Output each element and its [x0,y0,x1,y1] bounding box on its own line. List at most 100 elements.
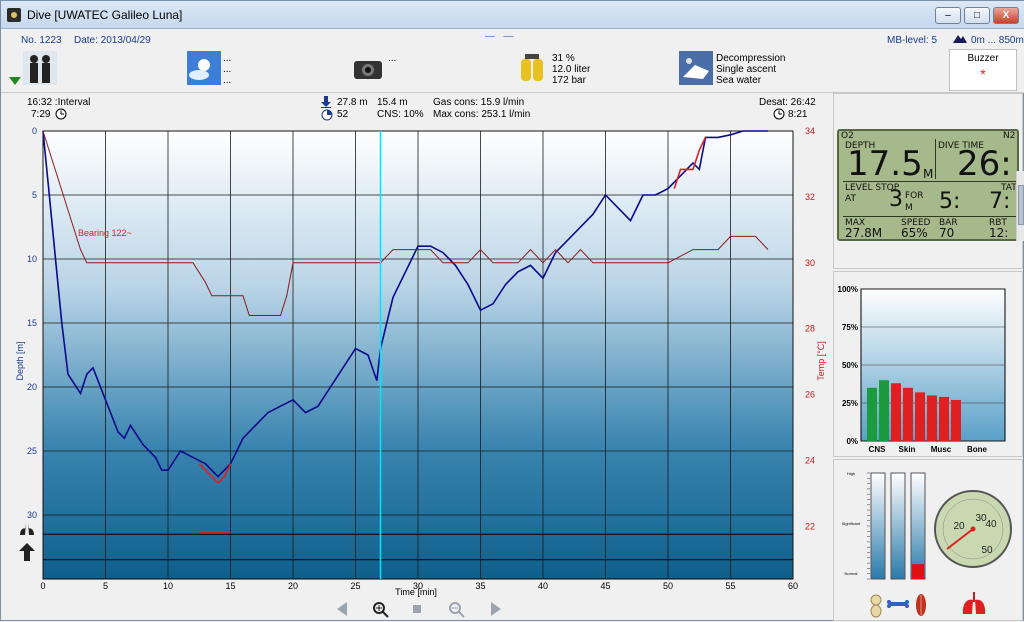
mb-level: MB-level: 5 [887,35,938,46]
lcd-tat-label: TAT [1001,183,1017,193]
dive-number: No. 1223 [21,35,62,46]
lcd-speed-label: SPEED [901,218,931,228]
buzzer-label: Buzzer [967,53,999,64]
temperature-line [42,130,769,316]
weather-lines: ... ... ... [223,53,232,86]
tissue-y-tick: 75% [842,323,858,332]
next-button[interactable] [491,602,501,616]
gauge-hub [970,526,976,532]
depth-line [42,130,768,478]
x-axis-label: Time [min] [395,587,437,597]
lcd-speed-value: 65% [901,226,928,240]
zoom-out-button[interactable] [449,602,465,618]
app-icon [7,8,21,22]
x-tick-label: 45 [600,581,610,591]
y-tick-label: 25 [27,446,37,456]
warning-segment [198,463,232,485]
x-tick-label: 35 [475,581,485,591]
no-fly-time: 8:21 [788,109,808,120]
y2-tick-label: 28 [805,324,815,334]
dive-profile-chart[interactable]: 0 5 10 15 20 25 30 35 40 45 50 55 60 0 5 10 15 20 25 30 22 24… [1,121,831,622]
bone-icon [887,599,909,609]
y-tick-label: 15 [27,318,37,328]
divers-photo[interactable] [23,51,57,85]
x-tick-label: 40 [538,581,548,591]
series-layer [42,130,769,579]
lcd-for-label: FOR [905,191,924,201]
lcd-dive-time-label: DIVE TIME [938,141,984,151]
microbubble-bar [890,472,906,580]
y-tick-label: 30 [27,510,37,520]
cns-clock-icon [321,109,333,121]
lungs-red-icon [961,592,987,616]
stop-button[interactable] [413,605,421,613]
lcd-scrollbar[interactable] [1016,171,1024,241]
tissue-bar [879,380,889,441]
tissue-y-tick: 0% [846,437,858,446]
dive-type-icon[interactable] [679,51,713,85]
lcd-bar-label: BAR [939,218,958,228]
tissue-y-tick: 25% [842,399,858,408]
lungs-icon [19,521,35,537]
gauge-tick-label: 40 [985,519,997,530]
gauge-ring [942,498,1004,560]
previous-button[interactable] [337,602,347,616]
gauge-tick-label: 50 [981,545,993,556]
max-consumption: Max cons: 253.1 l/min [433,109,531,120]
tissue-category-label: CNS [869,445,887,454]
tissue-bar [867,387,877,441]
muscle-icon [915,592,927,618]
tissue-category-label: Bone [967,445,988,454]
x-tick-label: 60 [788,581,798,591]
avg-depth: 15.4 m [377,97,408,108]
deco-lines: Decompression Single ascent Sea water [716,53,786,86]
gauge-tick-label: 20 [953,521,965,532]
bearing-annotation: Bearing 122~ [78,228,132,238]
lcd-depth-value: 17.5 [847,144,923,184]
lcd-tat-value: 7: [989,189,1011,214]
x-tick-label: 10 [163,581,173,591]
y2-tick-label: 24 [805,455,815,465]
x-tick-label: 25 [350,581,360,591]
minimize-button[interactable]: – [935,7,961,24]
y2-tick-label: 22 [805,521,815,531]
y-tick-label: 5 [32,190,37,200]
lcd-scroll-thumb[interactable] [1018,185,1024,225]
depth-arrow-icon [321,96,331,108]
lcd-hline-1 [843,181,1017,182]
cns-value: 52 [337,109,349,120]
zoom-in-button[interactable] [373,602,389,618]
x-tick-label: 55 [725,581,735,591]
skin-icon [869,594,883,618]
gas-consumption: Gas cons: 15.9 l/min [433,97,525,108]
cns: CNS: 10% [377,109,424,120]
buzzer-mark: * [980,66,986,82]
weather-icon[interactable] [187,51,221,85]
ascent-icon [19,543,35,561]
y-tick-label: 0 [32,126,37,136]
lcd-depth-unit: M [923,167,934,181]
y2-tick-label: 32 [805,192,815,202]
lcd-divider-1 [935,139,936,179]
buzzer-box[interactable]: Buzzer * [949,49,1017,91]
x-tick-label: 30 [413,581,423,591]
grid [42,130,794,579]
microbubble-bar [910,472,926,580]
lcd-for-unit: M [905,203,913,213]
lcd-bar-value: 70 [939,226,955,240]
maximize-button[interactable]: □ [964,7,990,24]
dive-date: Date: 2013/04/29 [74,35,151,46]
microbubble-level-label: Significant [842,521,861,526]
lcd-max-label: MAX [845,218,866,228]
tissue-bar [951,399,961,441]
dive-header: No. 1223 Date: 2013/04/29 — — MB-level: … [1,29,1024,93]
expand-arrow-icon[interactable] [9,77,21,87]
tank-icon[interactable] [515,51,549,85]
close-button[interactable]: X [993,7,1019,24]
x-tick-label: 50 [663,581,673,591]
camera-icon[interactable] [351,51,385,85]
y-axis-label: Depth [m] [15,341,25,380]
tissue-bar [927,395,937,441]
